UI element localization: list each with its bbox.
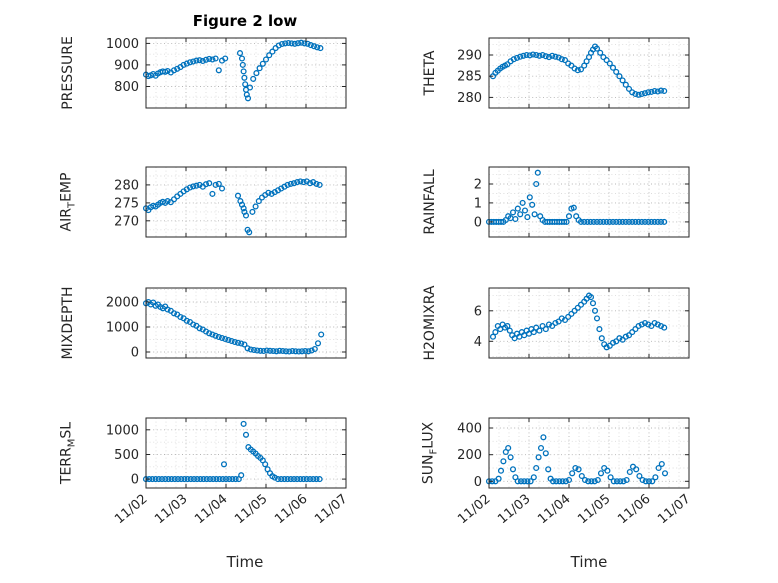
scatter-points bbox=[142, 39, 324, 102]
tick-marks bbox=[488, 38, 690, 108]
tick-marks bbox=[145, 288, 347, 358]
scatter-points bbox=[489, 292, 668, 351]
svg-text:6: 6 bbox=[474, 304, 482, 319]
y-tick-labels: 0 200 400 bbox=[457, 422, 482, 490]
axes-box bbox=[488, 37, 690, 109]
subplot-theta: 280 285 290 bbox=[457, 37, 690, 109]
scatter-points bbox=[489, 43, 668, 98]
svg-text:270: 270 bbox=[114, 214, 139, 229]
axes-box bbox=[488, 287, 690, 359]
svg-text:11/04: 11/04 bbox=[192, 492, 230, 528]
scatter-points bbox=[485, 169, 668, 225]
svg-text:11/03: 11/03 bbox=[152, 492, 190, 528]
svg-text:0: 0 bbox=[474, 475, 482, 490]
ylabel-text: PRESSURE bbox=[60, 36, 76, 110]
y-tick-labels: 0 1 2 bbox=[474, 178, 482, 231]
svg-text:280: 280 bbox=[457, 91, 482, 106]
svg-text:11/02: 11/02 bbox=[112, 492, 150, 528]
tick-marks bbox=[488, 418, 690, 488]
ylabel-subscript: M bbox=[66, 438, 78, 448]
svg-text:1000: 1000 bbox=[106, 37, 139, 52]
svg-text:0: 0 bbox=[131, 473, 139, 488]
ylabel-text: SL bbox=[58, 421, 75, 439]
y-tick-labels: 800 900 1000 bbox=[106, 37, 139, 95]
y-axis-label-air-temp: AIRTEMP bbox=[59, 173, 78, 232]
ylabel-text: MIXDEPTH bbox=[60, 286, 76, 360]
svg-text:11/07: 11/07 bbox=[312, 492, 350, 528]
svg-text:11/04: 11/04 bbox=[535, 492, 573, 528]
tick-marks bbox=[145, 418, 347, 488]
svg-text:1000: 1000 bbox=[106, 423, 139, 438]
y-tick-labels: 0 500 1000 bbox=[106, 423, 139, 487]
svg-text:1000: 1000 bbox=[106, 321, 139, 336]
x-axis-label-left: Time bbox=[226, 553, 264, 571]
subplot-sun-flux: 0 200 400 11/02 11/03 11/04 11/05 11/06 11/07 bbox=[455, 417, 694, 527]
x-tick-labels: 11/02 11/03 11/04 11/05 11/06 11/07 bbox=[112, 492, 350, 528]
axes-box bbox=[145, 417, 347, 489]
axes-box bbox=[145, 287, 347, 359]
y-tick-labels: 0 1000 2000 bbox=[106, 296, 139, 361]
axes-box bbox=[145, 37, 347, 109]
svg-text:11/06: 11/06 bbox=[272, 492, 310, 528]
ylabel-subscript: T bbox=[66, 201, 78, 209]
y-tick-labels: 46 bbox=[474, 304, 482, 350]
svg-text:11/05: 11/05 bbox=[232, 492, 270, 528]
svg-text:800: 800 bbox=[114, 80, 139, 95]
y-axis-label-terr-msl: TERRMSL bbox=[59, 422, 78, 484]
svg-text:900: 900 bbox=[114, 58, 139, 73]
svg-text:11/07: 11/07 bbox=[655, 492, 693, 528]
y-axis-label-pressure: PRESSURE bbox=[60, 36, 76, 110]
svg-text:285: 285 bbox=[457, 70, 482, 85]
axes-box bbox=[145, 166, 347, 238]
svg-text:11/05: 11/05 bbox=[575, 492, 613, 528]
svg-text:200: 200 bbox=[457, 448, 482, 463]
axes-box bbox=[488, 417, 690, 489]
subplot-rainfall: 0 1 2 bbox=[474, 166, 690, 238]
ylabel-text: EMP bbox=[58, 172, 75, 202]
svg-text:11/03: 11/03 bbox=[495, 492, 533, 528]
subplot-air-temp: 270 275 280 bbox=[114, 166, 347, 238]
svg-text:4: 4 bbox=[474, 335, 482, 350]
subplot-pressure: 800 900 1000 bbox=[106, 37, 347, 109]
svg-text:2: 2 bbox=[474, 178, 482, 193]
svg-text:11/06: 11/06 bbox=[615, 492, 653, 528]
y-tick-labels: 270 275 280 bbox=[114, 178, 139, 229]
y-tick-labels: 280 285 290 bbox=[457, 49, 482, 106]
svg-text:1: 1 bbox=[474, 196, 482, 211]
y-axis-label-mixdepth: MIXDEPTH bbox=[60, 287, 76, 360]
tick-marks bbox=[488, 288, 690, 358]
subplot-terr-msl: 0 500 1000 11/02 11/03 11/04 11/05 11/06 11/07 bbox=[106, 417, 351, 527]
figure-title: Figure 2 low bbox=[192, 12, 298, 30]
scatter-points bbox=[142, 178, 323, 236]
x-axis-label-right: Time bbox=[570, 553, 608, 571]
subplot-mixdepth: 0 1000 2000 bbox=[106, 287, 347, 361]
svg-text:400: 400 bbox=[457, 422, 482, 437]
x-tick-labels: 11/02 11/03 11/04 11/05 11/06 11/07 bbox=[455, 492, 693, 528]
svg-text:290: 290 bbox=[457, 49, 482, 64]
scatter-points bbox=[485, 434, 669, 485]
svg-text:2000: 2000 bbox=[106, 296, 139, 311]
svg-text:0: 0 bbox=[131, 346, 139, 361]
ylabel-text: AIR bbox=[58, 208, 75, 232]
subplot-h2omixra: 46 bbox=[474, 287, 690, 359]
svg-text:11/02: 11/02 bbox=[455, 492, 493, 528]
svg-text:0: 0 bbox=[474, 215, 482, 230]
svg-text:500: 500 bbox=[114, 448, 139, 463]
tick-marks bbox=[145, 38, 347, 108]
tick-marks bbox=[145, 167, 347, 237]
scatter-points bbox=[142, 420, 323, 483]
svg-text:280: 280 bbox=[114, 178, 139, 193]
tick-marks bbox=[488, 167, 690, 237]
svg-text:275: 275 bbox=[114, 196, 139, 211]
scatter-points bbox=[142, 298, 325, 355]
axes-box bbox=[488, 166, 690, 238]
ylabel-text: TERR bbox=[58, 447, 75, 485]
